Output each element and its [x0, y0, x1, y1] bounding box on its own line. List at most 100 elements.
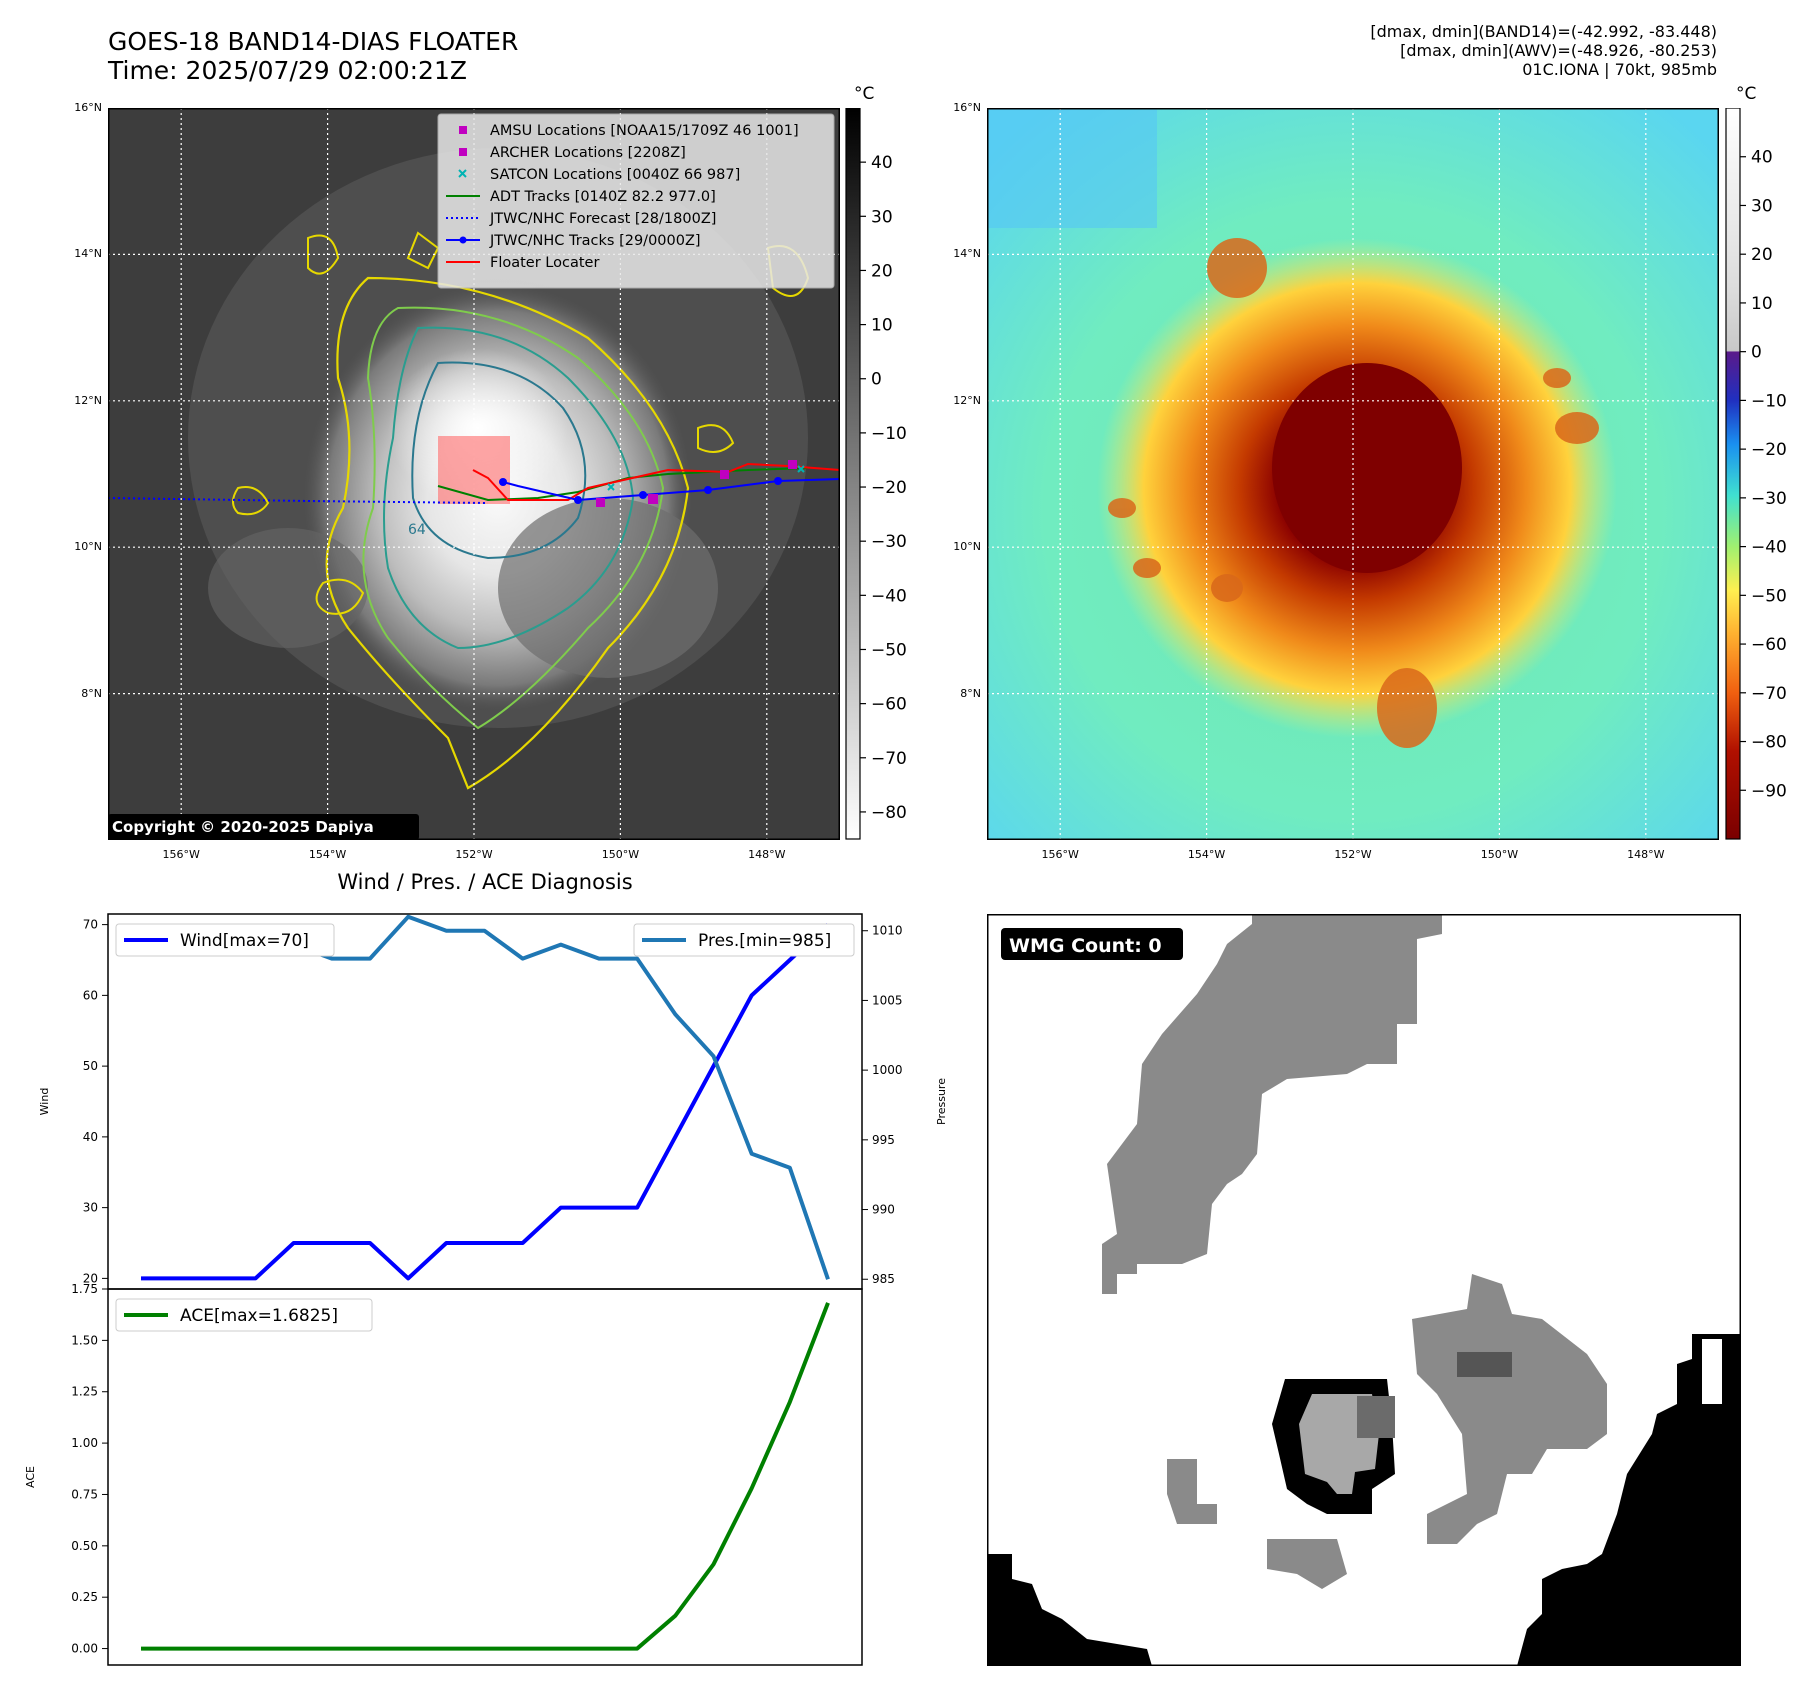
awv-lon-label: 152°W	[1334, 848, 1372, 861]
awv-dry-nw	[987, 108, 1157, 228]
ir-colorbar-tick-label: −10	[871, 424, 907, 444]
awv-lat-label: 14°N	[953, 247, 981, 261]
pres-ytick-label: 985	[872, 1272, 895, 1286]
wind-ytick-label: 20	[83, 1271, 98, 1285]
wind-frame	[107, 913, 863, 1290]
ir-colorbar-tick-label: −20	[871, 478, 907, 498]
ir-colorbar-tick-label: 30	[871, 207, 893, 227]
ir-colorbar-tick-label: −80	[871, 803, 907, 823]
wmg-eye-center	[1357, 1396, 1395, 1438]
diagnosis-charts: 20 30 40 50 60 70 985 990 995 1000 1005 1010 Wind Pre…	[24, 913, 948, 1666]
wind-ylabel: Wind	[38, 1088, 51, 1116]
ir-frame	[108, 108, 840, 840]
wind-series	[141, 923, 830, 1281]
pres-ylabel: Pressure	[935, 1078, 948, 1125]
wind-ytick-label: 40	[83, 1130, 98, 1144]
wmg-count-label: WMG Count: 0	[1009, 935, 1162, 957]
pres-ytick-label: 1005	[872, 993, 903, 1007]
ir-lon-label: 152°W	[455, 848, 493, 861]
info-line-awv: [dmax, dmin](AWV)=(-48.926, -80.253)	[1400, 41, 1717, 60]
awv-colorbar-gradient	[1725, 108, 1741, 840]
track-point	[704, 486, 712, 494]
jtwc-track-points	[499, 477, 782, 504]
awv-lon-label: 154°W	[1187, 848, 1226, 861]
wmg-black-regions	[987, 1334, 1741, 1666]
ir-colorbar-tick-label: −50	[871, 640, 907, 660]
archer-point	[648, 494, 658, 504]
contour-fragment-w	[315, 578, 365, 615]
awv-colorbar-tick-label: −80	[1751, 733, 1787, 753]
awv-lat-label: 12°N	[953, 393, 981, 407]
legend-adt: ADT Tracks [0140Z 82.2 977.0]	[490, 189, 716, 205]
figure-info: [dmax, dmin](BAND14)=(-42.992, -83.448) …	[1370, 22, 1717, 79]
awv-colorbar-tick-label: 20	[1751, 245, 1773, 265]
contour-fragment-w2	[232, 486, 270, 516]
awv-gridlines	[987, 108, 1719, 840]
contour-fragment-e	[697, 424, 735, 453]
ir-colorbar-tick-label: −40	[871, 586, 907, 606]
ir-colorbar-tick-label: 0	[871, 370, 882, 390]
ir-colorbar-tick-label: −60	[871, 695, 907, 715]
awv-colorbar-tick-label: 40	[1751, 148, 1773, 168]
awv-colorbar: 40 30 20 10 0 −10 −20 −30 −40 −50 −60 −70 −80 −90	[1725, 108, 1787, 840]
awv-cell	[1543, 368, 1571, 388]
contour-blue	[411, 361, 587, 560]
awv-cell	[1555, 412, 1599, 444]
floater-track	[472, 462, 840, 501]
wind-ytick-label: 50	[83, 1059, 98, 1073]
ir-colorbar-tick-label: −30	[871, 532, 907, 552]
ir-lat-label: 8°N	[81, 686, 102, 700]
wmg-dark-cell	[1457, 1352, 1512, 1377]
wind-ytick-label: 70	[83, 918, 98, 932]
awv-colorbar-tick-label: −10	[1751, 391, 1787, 411]
track-point	[499, 478, 507, 486]
legend-tracks: JTWC/NHC Tracks [29/0000Z]	[489, 233, 701, 249]
awv-lon-label: 156°W	[1041, 848, 1079, 861]
figure-time: Time: 2025/07/29 02:00:21Z	[108, 56, 467, 85]
satcon-point	[797, 465, 805, 473]
archer-point	[720, 470, 729, 479]
ir-lat-label: 12°N	[74, 393, 102, 407]
awv-colorbar-tick-label: −30	[1751, 489, 1787, 509]
contour-green	[362, 306, 665, 730]
pres-ytick-label: 1000	[872, 1063, 903, 1077]
pres-ytick-label: 1010	[872, 924, 903, 938]
info-line-storm: 01C.IONA | 70kt, 985mb	[1522, 60, 1717, 79]
awv-colorbar-tick-label: −70	[1751, 684, 1787, 704]
awv-colorbar-tick-label: −40	[1751, 538, 1787, 558]
wind-ytick-label: 60	[83, 988, 98, 1002]
wmg-blob-s	[1267, 1539, 1347, 1589]
copyright-text: Copyright © 2020-2025 Dapiya	[112, 818, 374, 836]
track-point	[639, 491, 647, 499]
awv-lon-label: 148°W	[1627, 848, 1665, 861]
ir-lat-label: 10°N	[74, 540, 102, 554]
archer-point	[788, 460, 797, 469]
awv-colorbar-tick-label: −50	[1751, 586, 1787, 606]
awv-lat-label: 16°N	[953, 101, 981, 114]
awv-colorbar-unit: °C	[1736, 84, 1757, 104]
ir-colorbar-ticks: 40 30 20 10 0 −10 −20 −30 −40 −50 −60 −70 −80	[860, 153, 907, 823]
contour-fragment-nw	[307, 234, 340, 275]
awv-cell	[1207, 238, 1267, 298]
track-point	[574, 496, 582, 504]
awv-cell	[1211, 574, 1243, 602]
wind-legend-label: Wind[max=70]	[180, 931, 309, 951]
wmg-blob-sw	[1167, 1459, 1217, 1524]
awv-lon-label: 150°W	[1480, 848, 1519, 861]
contour-teal	[383, 326, 635, 650]
ir-colorbar-unit: °C	[854, 84, 875, 104]
wind-ytick-label: 30	[83, 1201, 98, 1215]
wmg-gray-regions	[1102, 914, 1607, 1589]
satcon-point	[607, 483, 615, 491]
wmg-label-box	[1001, 928, 1183, 960]
ir-colorbar-tick-label: −70	[871, 749, 907, 769]
pressure-series	[141, 914, 830, 1280]
wmg-white-notch	[1702, 1339, 1722, 1404]
ace-frame	[107, 1288, 863, 1666]
ir-colorbar-tick-label: 10	[871, 316, 893, 336]
ace-series	[141, 1302, 830, 1651]
wind-panel: 20 30 40 50 60 70 985 990 995 1000 1005 1010 Wind Pre…	[38, 913, 948, 1290]
ir-band-w	[208, 528, 368, 648]
diagnosis-title: Wind / Pres. / ACE Diagnosis	[337, 870, 633, 894]
